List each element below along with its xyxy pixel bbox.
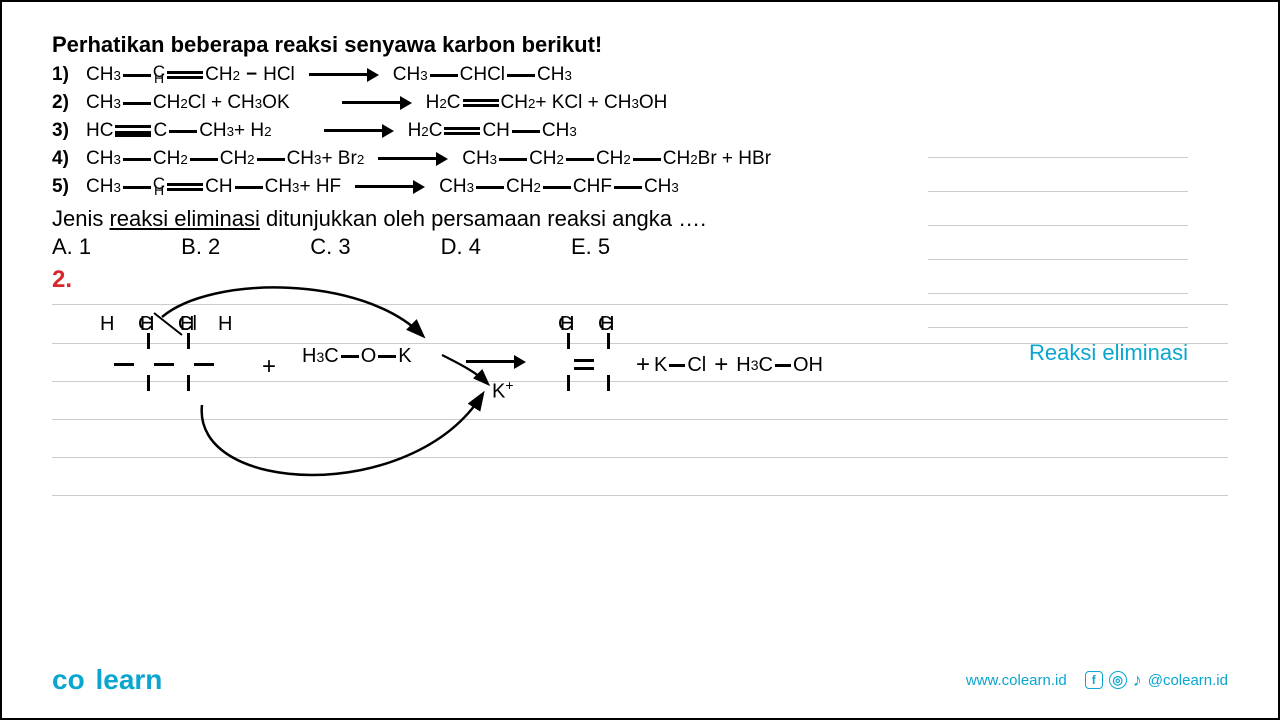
footer-url: www.colearn.id — [966, 672, 1067, 689]
mechanism-area: H H H C C H H Cl + H3C O K — [52, 304, 1228, 504]
option-a: A. 1 — [52, 234, 91, 260]
eq-num: 5) — [52, 176, 80, 198]
equation-1: 1) CH3 CH CH2 − HCl CH3 CHCl CH3 — [52, 64, 1228, 86]
equation-2: 2) CH3 CH2 Cl + CH3 OK H2C CH2 + KCl + C… — [52, 92, 1228, 114]
footer: co learn www.colearn.id f ◎ ♪ @colearn.i… — [52, 664, 1228, 696]
social-handle: @colearn.id — [1148, 672, 1228, 689]
eq-num: 1) — [52, 64, 80, 86]
tiktok-icon: ♪ — [1133, 670, 1142, 691]
option-b: B. 2 — [181, 234, 220, 260]
arrow-icon — [355, 180, 425, 194]
social-icons: f ◎ ♪ @colearn.id — [1085, 670, 1228, 691]
ruled-lines — [928, 124, 1188, 328]
option-c: C. 3 — [310, 234, 350, 260]
arrow-icon — [466, 355, 526, 369]
logo: co learn — [52, 664, 162, 696]
instagram-icon: ◎ — [1109, 671, 1127, 689]
arrow-icon — [324, 124, 394, 138]
arrow-icon — [342, 96, 412, 110]
title: Perhatikan beberapa reaksi senyawa karbo… — [52, 32, 1228, 58]
eq-num: 3) — [52, 120, 80, 142]
arrow-icon — [378, 152, 448, 166]
option-d: D. 4 — [441, 234, 481, 260]
facebook-icon: f — [1085, 671, 1103, 689]
arrow-icon — [309, 68, 379, 82]
plus-icon: + — [262, 353, 276, 381]
reactant-structure: H H H C C H H Cl — [82, 313, 282, 433]
eq-num: 2) — [52, 92, 80, 114]
k-plus: K+ — [492, 377, 514, 404]
option-e: E. 5 — [571, 234, 610, 260]
eq-num: 4) — [52, 148, 80, 170]
